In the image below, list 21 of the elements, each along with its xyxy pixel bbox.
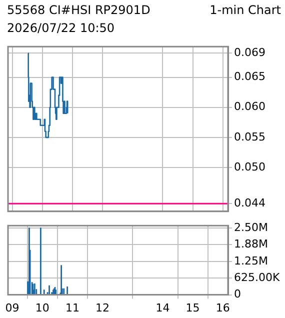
y-tick-label: 0.060 (234, 100, 266, 114)
y-tick-label: 0 (234, 288, 241, 301)
x-tick-label: 14 (156, 301, 170, 314)
x-tick-label: 11 (65, 301, 80, 314)
y-tick-label: 1.88M (234, 238, 268, 251)
y-tick-label: 2.50M (234, 220, 268, 234)
y-tick-label: 0.065 (234, 70, 266, 84)
y-tick-label: 0.044 (234, 196, 266, 210)
y-tick-label: 0.055 (234, 130, 266, 144)
y-tick-label: 0.069 (234, 46, 266, 60)
x-tick-label: 09 (5, 301, 20, 314)
x-tick-label: 10 (35, 301, 50, 314)
x-tick-label: 12 (96, 301, 110, 314)
y-tick-label: 625.00K (234, 270, 280, 284)
x-tick-label: 15 (186, 301, 200, 314)
x-tick-label: 16 (216, 301, 230, 314)
y-tick-label: 0.050 (234, 160, 266, 174)
text: 1-min Chart (210, 3, 281, 17)
chart-subtitle: 2026/07/22 10:50 (7, 21, 115, 35)
y-tick-label: 1.25M (234, 254, 268, 268)
chart-title: 55568 CI#HSI RP2901D (7, 3, 150, 17)
